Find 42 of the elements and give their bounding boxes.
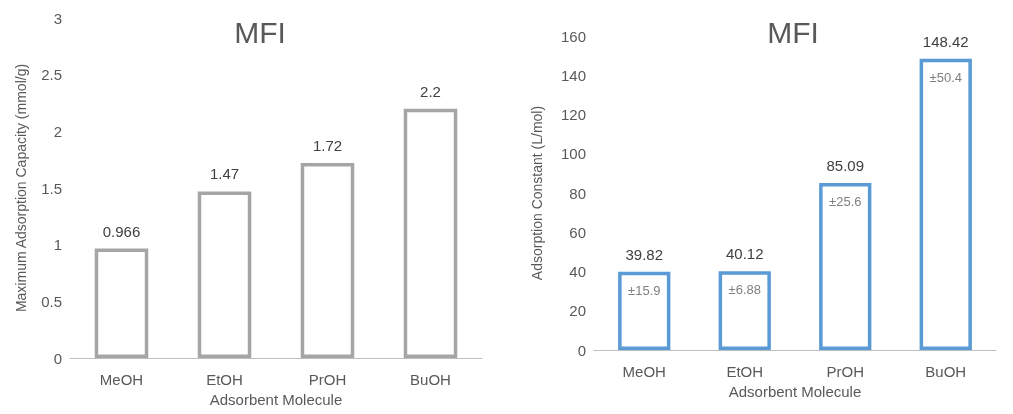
x-tick-label: BuOH — [925, 363, 967, 380]
y-tick-label: 2.5 — [41, 66, 62, 84]
y-tick-label: 20 — [569, 302, 586, 320]
y-tick-label: 2 — [53, 122, 62, 140]
data-label: 148.42 — [922, 32, 969, 50]
y-tick-label: 60 — [569, 223, 586, 241]
y-tick-label: 1.5 — [41, 179, 62, 197]
data-label: 1.47 — [209, 165, 240, 183]
y-tick-label: 100 — [560, 145, 586, 163]
x-tick-label: MeOH — [622, 363, 666, 380]
y-tick-label: 0.5 — [41, 292, 62, 310]
data-label: 0.966 — [102, 222, 141, 240]
x-tick-label: EtOH — [726, 363, 764, 380]
annotation: ±6.88 — [728, 282, 761, 298]
data-label: 39.82 — [625, 245, 664, 263]
data-label: 1.72 — [312, 137, 343, 155]
x-axis-title: Adsorbent Molecule — [209, 391, 343, 408]
y-tick-label: 140 — [560, 66, 586, 84]
y-tick-label: 3 — [53, 9, 62, 27]
data-label: 85.09 — [826, 157, 865, 175]
y-tick-label: 40 — [569, 263, 586, 280]
y-tick-label: 80 — [569, 184, 586, 202]
y-tick-label: 120 — [560, 106, 586, 123]
y-tick-label: 1 — [53, 236, 62, 254]
y-tick-label: 0 — [53, 349, 62, 367]
x-tick-label: BuOH — [410, 371, 451, 388]
annotation: ±25.6 — [829, 194, 862, 210]
x-tick-label: PrOH — [308, 371, 347, 388]
y-axis-title: Maximum Adsorption Capacity (mmol/g) — [13, 63, 29, 313]
chart-title: MFI — [767, 15, 819, 49]
annotation: ±50.4 — [929, 69, 962, 85]
annotation: ±15.9 — [628, 282, 661, 298]
chart-title: MFI — [234, 15, 286, 49]
x-tick-label: EtOH — [206, 371, 243, 388]
x-tick-label: PrOH — [826, 363, 864, 380]
data-label: 2.2 — [420, 82, 441, 100]
y-tick-label: 0 — [577, 341, 586, 359]
y-tick-label: 160 — [560, 27, 586, 45]
x-tick-label: MeOH — [99, 371, 144, 388]
x-axis-title: Adsorbent Molecule — [728, 383, 862, 400]
data-label: 40.12 — [725, 245, 764, 263]
y-axis-title: Adsorption Constant (L/mol) — [529, 105, 545, 281]
